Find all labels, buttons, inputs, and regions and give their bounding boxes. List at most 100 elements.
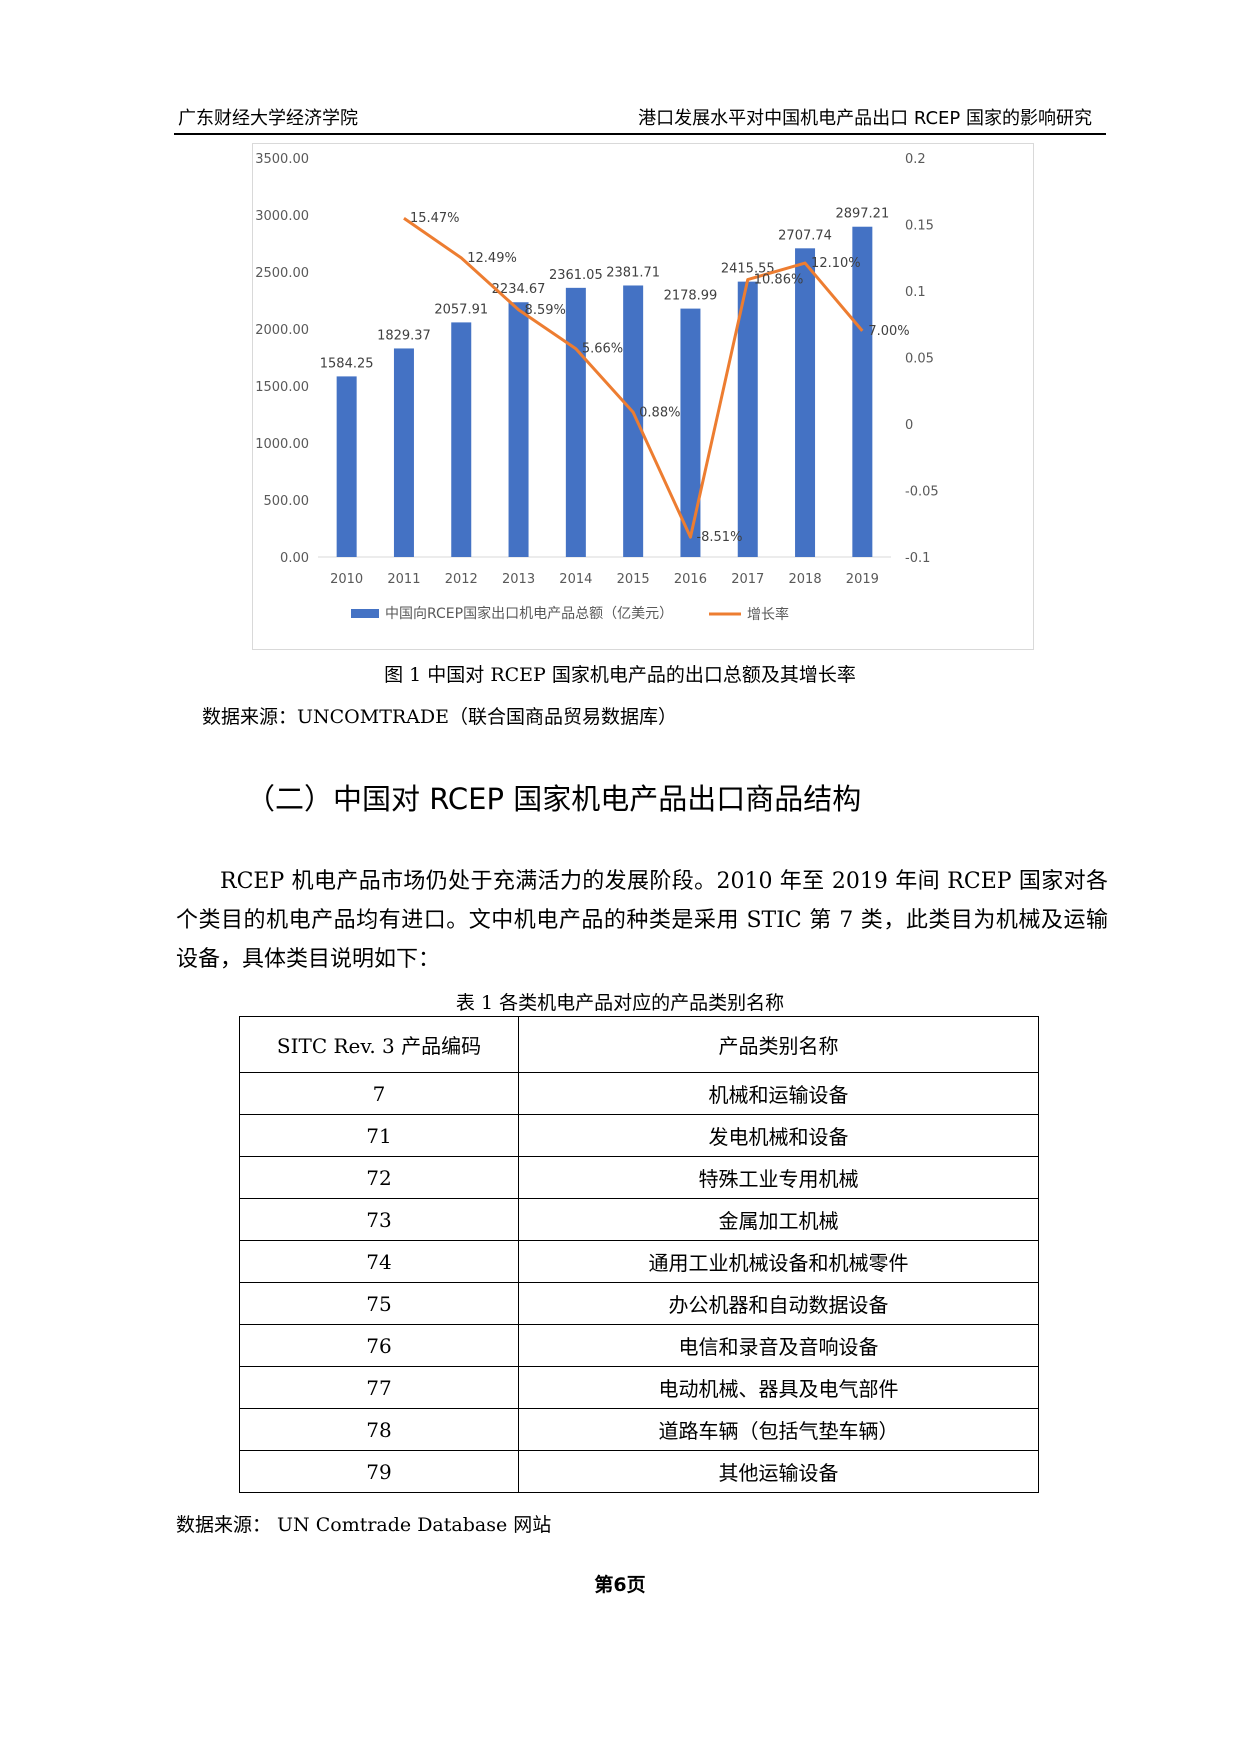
y-left-tick-label: 1000.00 — [255, 437, 309, 452]
table-row: 78 道路车辆（包括气垫车辆） — [239, 1408, 1039, 1451]
cell-category: 特殊工业专用机械 — [518, 1156, 1039, 1199]
cell-category: 其他运输设备 — [518, 1450, 1039, 1493]
chart-canvas: 0.00 500.00 1000.00 1500.00 2000.00 2500.00 30… — [255, 152, 939, 623]
table-row: 73 金属加工机械 — [239, 1198, 1039, 1241]
cell-code: 7 — [239, 1072, 519, 1115]
cell-code: 77 — [239, 1366, 519, 1409]
x-tick-label: 2014 — [559, 572, 592, 587]
header-divider — [174, 133, 1106, 135]
bar-value-label: 1829.37 — [377, 328, 431, 343]
bar-value-label: 2057.91 — [434, 302, 488, 317]
growth-rate-label: 5.66% — [582, 342, 623, 357]
bar-value-label: 2707.74 — [778, 228, 832, 243]
y-right-tick-label: 0.15 — [905, 219, 934, 234]
cell-category: 通用工业机械设备和机械零件 — [518, 1240, 1039, 1283]
bar — [565, 287, 586, 557]
y-right-tick-label: -0.1 — [905, 551, 930, 566]
growth-rate-label: 8.59% — [525, 303, 566, 318]
y-right-tick-label: 0 — [905, 418, 913, 433]
bar — [623, 285, 644, 557]
x-tick-label: 2015 — [617, 572, 650, 587]
body-paragraph: RCEP 机电产品市场仍处于充满活力的发展阶段。2010 年至 2019 年间 … — [176, 869, 1108, 972]
figure-source: 数据来源：UNCOMTRADE（联合国商品贸易数据库） — [202, 706, 678, 728]
x-tick-label: 2019 — [846, 572, 879, 587]
table-source: 数据来源： UN Comtrade Database 网站 — [176, 1514, 552, 1536]
export-chart: 0.00 500.00 1000.00 1500.00 2000.00 2500.00 30… — [252, 143, 1034, 650]
bar — [680, 308, 701, 557]
x-tick-label: 2016 — [674, 572, 707, 587]
cell-code: 76 — [239, 1324, 519, 1367]
bar — [508, 302, 529, 557]
legend-line-label: 增长率 — [747, 606, 789, 623]
cell-code: 72 — [239, 1156, 519, 1199]
cell-code: 73 — [239, 1198, 519, 1241]
growth-rate-label: 12.49% — [467, 251, 517, 266]
cell-category: 电信和录音及音响设备 — [518, 1324, 1039, 1367]
table-row: 79 其他运输设备 — [239, 1450, 1039, 1493]
x-tick-label: 2017 — [731, 572, 764, 587]
y-right-tick-label: -0.05 — [905, 485, 939, 500]
bar-value-label: 2178.99 — [664, 289, 718, 304]
cell-code: 71 — [239, 1114, 519, 1157]
table-row: 74 通用工业机械设备和机械零件 — [239, 1240, 1039, 1283]
bar-value-label: 2897.21 — [835, 207, 889, 222]
sitc-table: SITC Rev. 3 产品编码 产品类别名称 7 机械和运输设备 71 发电机械和设… — [239, 1016, 1039, 1493]
table-row: 71 发电机械和设备 — [239, 1114, 1039, 1157]
bar — [451, 322, 472, 557]
bar — [852, 226, 873, 557]
bar-value-label: 2361.05 — [549, 268, 603, 283]
x-tick-label: 2010 — [330, 572, 363, 587]
header-code: SITC Rev. 3 产品编码 — [239, 1016, 519, 1073]
cell-category: 金属加工机械 — [518, 1198, 1039, 1241]
bar — [795, 248, 816, 558]
table-row: 7 机械和运输设备 — [239, 1072, 1039, 1115]
section-heading: （二）中国对 RCEP 国家机电产品出口商品结构 — [246, 782, 862, 816]
table-row: 72 特殊工业专用机械 — [239, 1156, 1039, 1199]
growth-rate-label: 12.10% — [811, 256, 861, 271]
cell-code: 78 — [239, 1408, 519, 1451]
y-right-tick-label: 0.1 — [905, 285, 926, 300]
figure-caption: 图 1 中国对 RCEP 国家机电产品的出口总额及其增长率 — [384, 664, 856, 686]
bar — [393, 348, 414, 557]
table-header-row: SITC Rev. 3 产品编码 产品类别名称 — [239, 1016, 1039, 1073]
x-tick-label: 2011 — [387, 572, 420, 587]
growth-rate-label: 10.86% — [754, 273, 804, 288]
growth-rate-label: 15.47% — [410, 211, 460, 226]
cell-category: 发电机械和设备 — [518, 1114, 1039, 1157]
table-row: 77 电动机械、器具及电气部件 — [239, 1366, 1039, 1409]
cell-code: 75 — [239, 1282, 519, 1325]
bar-value-label: 1584.25 — [320, 356, 374, 371]
page-number: 第6页 — [594, 1574, 646, 1596]
cell-category: 机械和运输设备 — [518, 1072, 1039, 1115]
growth-rate-line — [403, 217, 864, 539]
y-left-tick-label: 2500.00 — [255, 266, 309, 281]
legend-bar-swatch — [351, 609, 379, 618]
y-left-tick-label: 1500.00 — [255, 380, 309, 395]
bar-value-label: 2234.67 — [492, 282, 546, 297]
bar-value-label: 2381.71 — [606, 265, 660, 280]
legend-bar-label: 中国向RCEP国家出口机电产品总额（亿美元） — [385, 605, 673, 622]
cell-code: 74 — [239, 1240, 519, 1283]
y-left-tick-label: 0.00 — [280, 551, 309, 566]
bar-value-label: 2415.55 — [721, 262, 775, 277]
cell-code: 79 — [239, 1450, 519, 1493]
growth-rate-label: -8.51% — [696, 530, 742, 545]
y-right-tick-label: 0.05 — [905, 352, 934, 367]
table-caption: 表 1 各类机电产品对应的产品类别名称 — [455, 992, 785, 1014]
y-left-tick-label: 2000.00 — [255, 323, 309, 338]
header-institution: 广东财经大学经济学院 — [178, 108, 358, 129]
table-row: 75 办公机器和自动数据设备 — [239, 1282, 1039, 1325]
cell-category: 道路车辆（包括气垫车辆） — [518, 1408, 1039, 1451]
bar — [336, 376, 357, 557]
header-category: 产品类别名称 — [518, 1016, 1039, 1073]
y-left-tick-label: 3000.00 — [255, 209, 309, 224]
header-paper-title: 港口发展水平对中国机电产品出口 RCEP 国家的影响研究 — [638, 108, 1092, 129]
y-left-tick-label: 500.00 — [264, 494, 310, 509]
y-right-tick-label: 0.2 — [905, 152, 926, 167]
x-tick-label: 2012 — [445, 572, 478, 587]
cell-category: 办公机器和自动数据设备 — [518, 1282, 1039, 1325]
cell-category: 电动机械、器具及电气部件 — [518, 1366, 1039, 1409]
bar — [737, 281, 758, 557]
y-left-tick-label: 3500.00 — [255, 152, 309, 167]
growth-rate-label: 7.00% — [868, 324, 909, 339]
